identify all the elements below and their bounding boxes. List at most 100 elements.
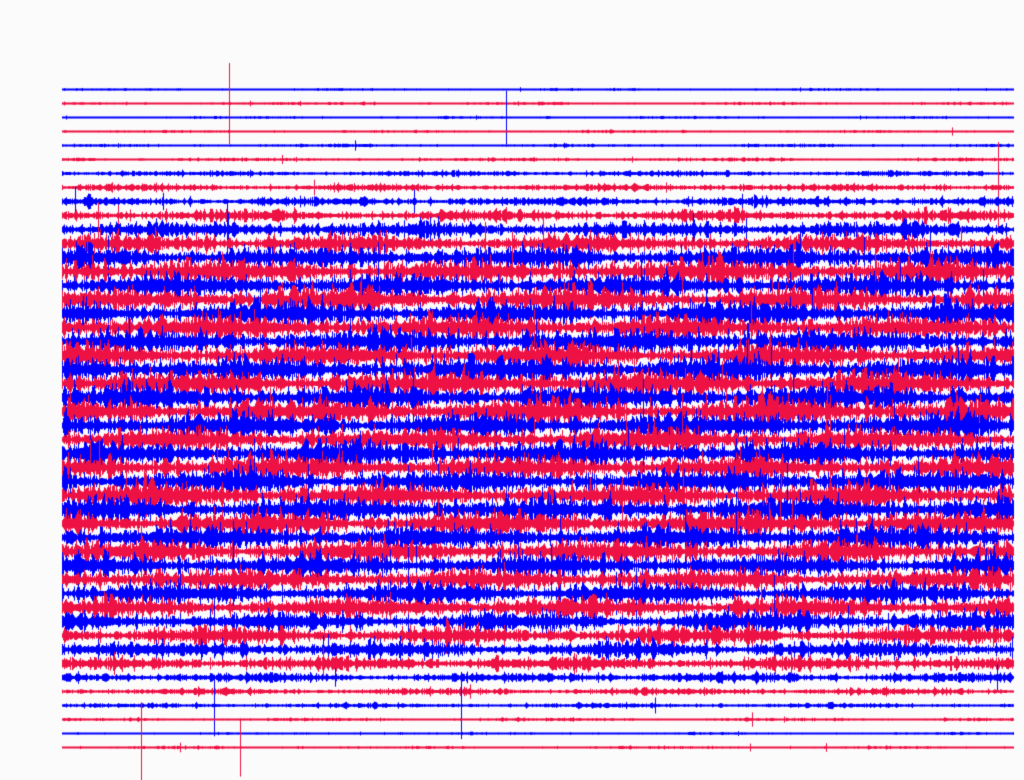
time-axis-tick xyxy=(52,228,58,230)
time-axis-label: 12:30 xyxy=(14,433,46,445)
time-axis-tick xyxy=(52,550,58,552)
time-axis-tick xyxy=(52,298,58,300)
time-axis-tick xyxy=(52,116,58,118)
time-axis-tick xyxy=(52,648,58,650)
time-axis-tick xyxy=(52,606,58,608)
time-axis-label: 13:00 xyxy=(14,447,46,459)
time-axis-label: 15:30 xyxy=(14,517,46,529)
time-axis-tick xyxy=(52,242,58,244)
time-axis-label: 22:30 xyxy=(14,713,46,725)
time-axis-label: 03:00 xyxy=(14,167,46,179)
time-axis-label: 01:30 xyxy=(14,125,46,137)
time-axis-label: 22:00 xyxy=(14,699,46,711)
time-axis-label: 15:00 xyxy=(14,503,46,515)
time-axis-tick xyxy=(52,144,58,146)
time-axis-tick xyxy=(52,340,58,342)
time-axis-tick xyxy=(52,424,58,426)
time-axis-label: 11:30 xyxy=(14,405,46,417)
time-axis-tick xyxy=(52,270,58,272)
time-axis-label: 14:00 xyxy=(14,475,46,487)
time-axis-tick xyxy=(52,578,58,580)
time-axis-tick xyxy=(52,368,58,370)
time-axis-label: 18:00 xyxy=(14,587,46,599)
time-axis: 00:00 00:30 01:00 01:30 02:00 02:30 03:00 03:30… xyxy=(0,0,60,780)
time-axis-tick xyxy=(52,172,58,174)
time-axis-tick xyxy=(52,620,58,622)
time-axis-label: 14:30 xyxy=(14,489,46,501)
time-axis-label: 19:30 xyxy=(14,629,46,641)
time-axis-label: 18:30 xyxy=(14,601,46,613)
time-axis-label: 01:00 xyxy=(14,111,46,123)
time-axis-label: 23:00 xyxy=(14,727,46,739)
time-axis-tick xyxy=(52,746,58,748)
time-axis-tick xyxy=(52,508,58,510)
time-axis-label: 10:30 xyxy=(14,377,46,389)
time-axis-tick xyxy=(52,438,58,440)
time-axis-label: 09:00 xyxy=(14,335,46,347)
time-axis-label: 08:30 xyxy=(14,321,46,333)
time-axis-label: 06:00 xyxy=(14,251,46,263)
time-axis-label: 16:30 xyxy=(14,545,46,557)
time-axis-label: 07:00 xyxy=(14,279,46,291)
time-axis-label: 00:30 xyxy=(14,97,46,109)
time-axis-label: 02:00 xyxy=(14,139,46,151)
time-axis-tick xyxy=(52,564,58,566)
time-axis-tick xyxy=(52,410,58,412)
time-axis-tick xyxy=(52,354,58,356)
time-axis-tick xyxy=(52,690,58,692)
time-axis-tick xyxy=(52,676,58,678)
time-axis-tick xyxy=(52,396,58,398)
time-axis-tick xyxy=(52,662,58,664)
time-axis-tick xyxy=(52,522,58,524)
time-axis-tick xyxy=(52,312,58,314)
time-axis-tick xyxy=(52,284,58,286)
time-axis-tick xyxy=(52,536,58,538)
time-axis-label: 23:30 xyxy=(14,741,46,753)
time-axis-label: 16:00 xyxy=(14,531,46,543)
time-axis-label: 02:30 xyxy=(14,153,46,165)
time-axis-label: 09:30 xyxy=(14,349,46,361)
time-axis-label: 12:00 xyxy=(14,419,46,431)
time-axis-tick xyxy=(52,452,58,454)
time-axis-label: 08:00 xyxy=(14,307,46,319)
time-axis-label: 07:30 xyxy=(14,293,46,305)
time-axis-tick xyxy=(52,732,58,734)
time-axis-label: 19:00 xyxy=(14,615,46,627)
time-axis-tick xyxy=(52,480,58,482)
time-axis-label: 06:30 xyxy=(14,265,46,277)
time-axis-tick xyxy=(52,130,58,132)
time-axis-tick xyxy=(52,200,58,202)
time-axis-label: 21:00 xyxy=(14,671,46,683)
time-axis-tick xyxy=(52,592,58,594)
time-axis-label: 11:00 xyxy=(14,391,46,403)
time-axis-tick xyxy=(52,466,58,468)
time-axis-label: 05:30 xyxy=(14,237,46,249)
time-axis-label: 17:00 xyxy=(14,559,46,571)
time-axis-label: 13:30 xyxy=(14,461,46,473)
record-date-label: 2025-07-10 xyxy=(919,21,1010,39)
time-axis-tick xyxy=(52,186,58,188)
time-axis-label: 04:30 xyxy=(14,209,46,221)
time-axis-label: 00:00 xyxy=(14,83,46,95)
time-axis-tick xyxy=(52,634,58,636)
time-axis-tick xyxy=(52,382,58,384)
time-axis-label: 21:30 xyxy=(14,685,46,697)
time-axis-label: 05:00 xyxy=(14,223,46,235)
time-axis-tick xyxy=(52,102,58,104)
time-axis-label: 03:30 xyxy=(14,181,46,193)
time-axis-label: 20:00 xyxy=(14,643,46,655)
time-axis-label: 20:30 xyxy=(14,657,46,669)
time-axis-label: 17:30 xyxy=(14,573,46,585)
time-axis-tick xyxy=(52,158,58,160)
time-axis-tick xyxy=(52,704,58,706)
time-axis-tick xyxy=(52,214,58,216)
time-axis-label: 04:00 xyxy=(14,195,46,207)
time-axis-tick xyxy=(52,256,58,258)
time-axis-label: 10:00 xyxy=(14,363,46,375)
time-axis-tick xyxy=(52,326,58,328)
time-axis-tick xyxy=(52,494,58,496)
time-axis-tick xyxy=(52,88,58,90)
time-axis-tick xyxy=(52,718,58,720)
